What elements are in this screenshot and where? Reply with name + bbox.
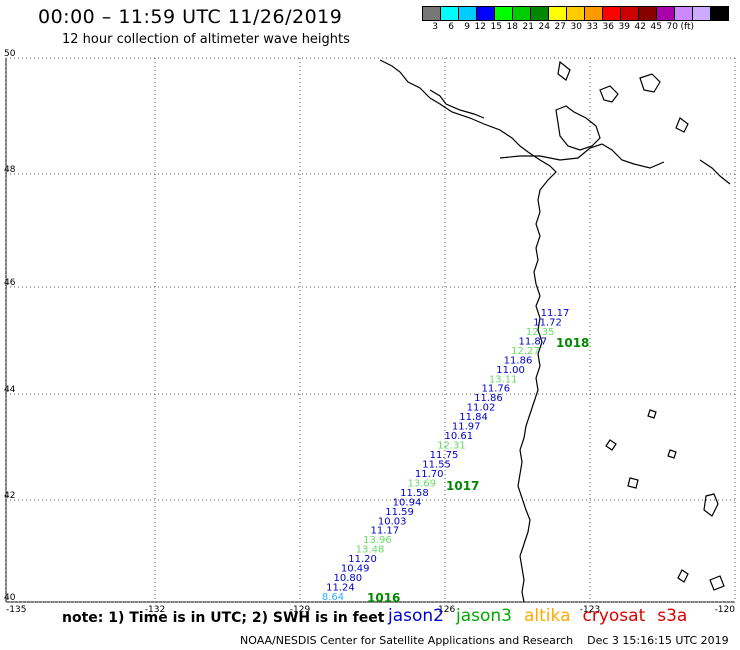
wave-height-reading: 11.00 (496, 365, 525, 376)
wave-height-reading: 13.69 (407, 478, 436, 489)
wave-height-reading: 11.70 (415, 469, 444, 480)
footer: NOAA/NESDIS Center for Satellite Applica… (240, 634, 729, 647)
latitude-label: 48 (4, 165, 16, 175)
color-scale-label: 18 (506, 22, 518, 32)
footer-org: NOAA/NESDIS Center for Satellite Applica… (240, 634, 574, 647)
pressure-label: 1018 (556, 336, 589, 350)
color-scale-label: 3 (432, 22, 438, 32)
latitude-label: 44 (4, 385, 16, 395)
legend-item-altika: altika (524, 606, 571, 626)
wave-height-reading: 11.84 (459, 412, 488, 423)
wave-height-reading: 11.20 (348, 554, 377, 565)
color-scale-labels: 3 6 9 12 15 18 21 24 27 30 33 36 39 42 45 70 (ft) (422, 22, 694, 32)
longitude-label: -129 (290, 605, 311, 615)
latitude-label: 50 (4, 49, 16, 59)
legend-item-jason3: jason3 (456, 606, 512, 626)
color-scale-label: 15 (490, 22, 502, 32)
color-scale-label: 36 (602, 22, 614, 32)
wave-height-reading: 11.59 (385, 507, 414, 518)
wave-height-reading: 10.94 (393, 497, 422, 508)
coastline (379, 59, 731, 603)
color-scale-label: 24 (538, 22, 550, 32)
wave-height-reading: 12.31 (437, 441, 466, 452)
latitude-label: 42 (4, 491, 15, 501)
legend-item-s3a: s3a (657, 606, 688, 626)
color-scale-label: 45 (650, 22, 662, 32)
lat-lon-grid: 50 48 46 44 42 40 -135 -132 -129 -126 -123 -120 (4, 49, 736, 615)
color-scale-label: 21 (522, 22, 534, 32)
wave-height-reading: 13.11 (489, 374, 518, 385)
longitude-label: -123 (580, 605, 600, 615)
longitude-label: -132 (145, 605, 165, 615)
longitude-label: -120 (715, 605, 736, 615)
map-subtitle: 12 hour collection of altimeter wave hei… (62, 32, 350, 47)
wave-height-reading: 11.87 (518, 336, 547, 347)
map-title: 00:00 – 11:59 UTC 11/26/2019 (38, 6, 343, 28)
wave-height-reading: 11.75 (430, 450, 459, 461)
footer-date: Dec 3 15:16:15 UTC 2019 (587, 634, 729, 647)
wave-height-reading: 10.49 (341, 564, 370, 575)
map-frame (5, 58, 735, 603)
wave-height-reading: 12.35 (526, 327, 555, 338)
color-scale-label: 12 (474, 22, 486, 32)
legend-item-jason2: jason2 (388, 606, 444, 626)
wave-height-reading: 13.48 (356, 545, 385, 556)
color-scale-label: 6 (448, 22, 454, 32)
wave-height-reading: 11.55 (422, 460, 451, 471)
color-scale-label: (ft) (680, 22, 694, 32)
legend-item-cryosat: cryosat (582, 606, 646, 626)
pressure-label: 1016 (367, 591, 400, 605)
wave-height-reading: 13.96 (363, 535, 392, 546)
wave-height-reading: 11.17 (541, 308, 570, 319)
color-scale-label: 27 (554, 22, 566, 32)
wave-height-reading: 11.24 (326, 583, 355, 594)
footnote: note: 1) Time is in UTC; 2) SWH is in fe… (62, 610, 385, 626)
wave-height-color-scale (422, 6, 729, 21)
wave-height-reading: 10.03 (378, 516, 407, 527)
wave-height-reading: 11.58 (400, 488, 429, 499)
color-scale-swatch (710, 6, 729, 21)
color-scale-label: 39 (618, 22, 630, 32)
color-scale-label: 30 (570, 22, 582, 32)
wave-height-readings: 11.1711.7212.3511.8712.2711.8611.0013.11… (322, 308, 569, 603)
pressure-labels: 1018 1017 1016 (367, 336, 589, 605)
color-scale-label: 70 (666, 22, 678, 32)
wave-height-reading: 11.86 (504, 355, 533, 366)
color-scale-label: 42 (634, 22, 646, 32)
latitude-label: 40 (4, 593, 16, 603)
latitude-label: 46 (4, 278, 16, 288)
wave-height-reading: 8.64 (322, 592, 344, 603)
wave-height-reading: 10.80 (333, 573, 362, 584)
wave-height-reading: 11.72 (533, 318, 562, 329)
wave-height-reading: 11.17 (370, 526, 399, 537)
wave-height-reading: 10.61 (444, 431, 473, 442)
wave-height-reading: 11.97 (452, 422, 481, 433)
longitude-label: -126 (435, 605, 456, 615)
longitude-label: -135 (6, 605, 26, 615)
color-scale-label: 33 (586, 22, 598, 32)
wave-height-reading: 11.02 (467, 403, 496, 414)
satellite-legend: jason2 jason3 altika cryosat s3a (388, 606, 687, 626)
wave-height-reading: 12.27 (511, 346, 540, 357)
wave-height-reading: 11.86 (474, 393, 503, 404)
color-scale-label: 9 (464, 22, 470, 32)
pressure-label: 1017 (446, 479, 479, 493)
wave-height-reading: 11.76 (481, 384, 510, 395)
